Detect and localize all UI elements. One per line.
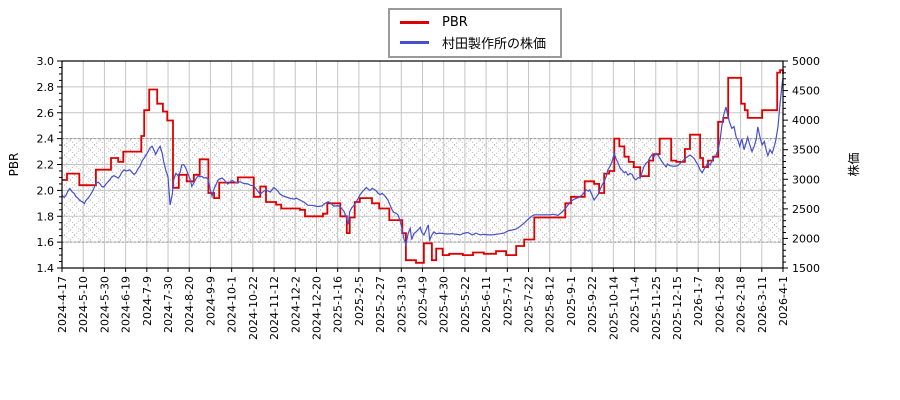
x-tick-label: 2024-7-9 [141,276,154,326]
x-tick-label: 2024-7-30 [162,276,175,333]
left-tick-label: 2.4 [37,133,55,146]
left-tick-label: 1.8 [37,210,55,223]
legend-label-pbr: PBR [442,15,468,30]
x-tick-label: 2026-2-18 [735,276,748,333]
x-tick-label: 2026-1-7 [692,276,705,326]
x-tick-label: 2024-12-20 [310,276,323,340]
x-tick-label: 2025-11-4 [629,276,642,333]
legend-item-pbr: PBR [400,14,546,31]
right-tick-label: 4000 [792,114,820,127]
x-tick-label: 2024-9-9 [204,276,217,326]
right-axis-title: 株価 [846,152,861,176]
x-tick-label: 2024-12-2 [289,276,302,333]
x-tick-label: 2024-10-22 [247,276,260,340]
legend-item-stock: 村田製作所の株価 [400,34,547,52]
stock-price-line [61,78,784,248]
x-tick-label: 2025-9-22 [586,276,599,333]
legend-label-stock: 村田製作所の株価 [442,37,547,52]
x-tick-label: 2025-6-11 [480,276,493,333]
x-tick-label: 2025-4-9 [417,276,430,326]
x-tick-label: 2024-5-30 [98,276,111,333]
left-tick-label: 3.0 [37,55,55,68]
x-tick-label: 2024-4-17 [56,276,69,333]
x-tick-label: 2025-11-25 [650,276,663,340]
left-tick-label: 2.6 [37,107,55,120]
left-tick-label: 1.4 [37,262,55,275]
x-tick-label: 2025-8-12 [544,276,557,333]
legend: PBR 村田製作所の株価 [388,8,563,58]
x-tick-label: 2025-9-1 [565,276,578,326]
left-tick-label: 2.2 [37,159,55,172]
x-tick-label: 2025-1-16 [332,276,345,333]
pbr-line-swatch [400,21,429,24]
x-tick-label: 2025-3-19 [395,276,408,333]
axis-tick-labels: 1.4 1.6 1.8 2.0 2.2 2.4 2.6 2.8 3.0 1500 2000 2500 3… [37,55,821,340]
x-tick-label: 2024-8-20 [183,276,196,333]
x-tick-label: 2025-5-22 [459,276,472,333]
pbr-line [62,69,784,264]
left-tick-label: 2.0 [37,184,55,197]
x-tick-label: 2025-4-30 [438,276,451,333]
x-tick-label: 2024-11-12 [268,276,281,340]
x-tick-label: 2025-2-5 [353,276,366,326]
right-tick-label: 4500 [792,85,820,98]
axis-ticks [57,60,788,272]
x-tick-label: 2024-6-19 [120,276,133,333]
x-tick-label: 2024-10-1 [226,276,239,333]
x-tick-label: 2025-10-14 [607,276,620,340]
x-tick-label: 2024-5-10 [77,276,90,333]
right-tick-label: 5000 [792,55,820,68]
x-tick-label: 2026-1-28 [713,276,726,333]
left-tick-label: 1.6 [37,236,55,249]
x-tick-label: 2025-7-1 [501,276,514,326]
right-tick-label: 2000 [792,232,820,245]
left-tick-label: 2.8 [37,81,55,94]
x-tick-label: 2026-4-1 [777,276,790,326]
right-tick-label: 3000 [792,173,820,186]
x-tick-label: 2025-7-22 [523,276,536,333]
x-tick-label: 2025-2-27 [374,276,387,333]
x-tick-label: 2025-12-15 [671,276,684,340]
stock-line-swatch [400,41,429,44]
left-axis-title: PBR [7,153,21,177]
x-tick-label: 2026-3-11 [756,276,769,333]
right-tick-label: 1500 [792,262,820,275]
right-tick-label: 2500 [792,203,820,216]
right-tick-label: 3500 [792,144,820,157]
